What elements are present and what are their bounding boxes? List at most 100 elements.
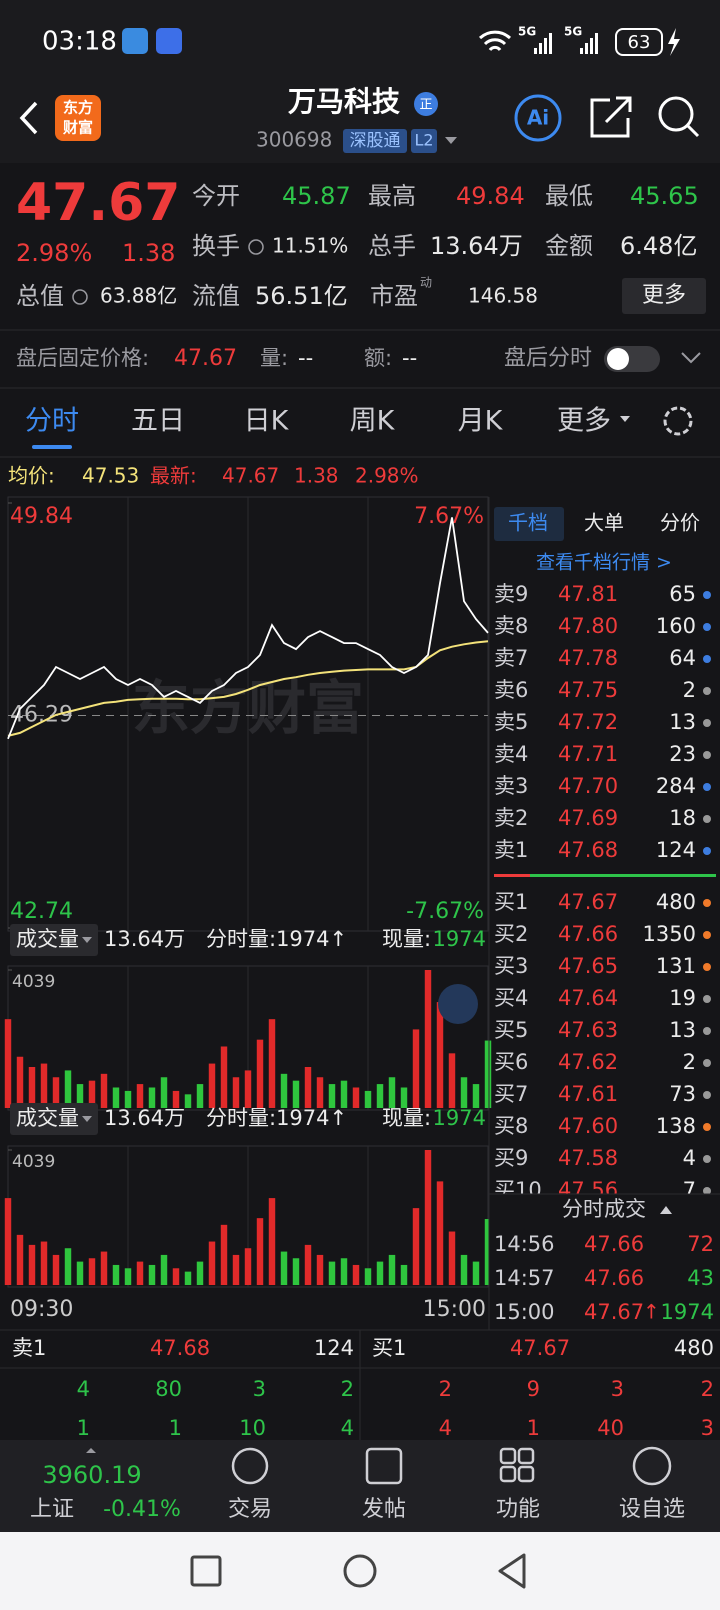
volume-bar	[40, 1241, 48, 1285]
selector-bg	[10, 924, 98, 956]
tab-underline	[32, 445, 72, 449]
tab[interactable]: 更多	[557, 406, 611, 437]
time-label: 09:30	[10, 1297, 73, 1322]
ob-label: 卖2	[494, 806, 528, 830]
nav-item[interactable]: 功能	[496, 1497, 540, 1522]
l1-detail: 40	[597, 1416, 624, 1440]
share-button[interactable]	[590, 96, 632, 138]
volume-bar	[184, 1094, 192, 1108]
field-label: 换手	[192, 232, 240, 260]
system-nav-bg	[0, 1532, 720, 1610]
settings-button[interactable]	[663, 406, 693, 436]
volume-bar	[280, 1251, 288, 1285]
toggle-label: 盘后分时	[504, 346, 592, 371]
volume-bar	[364, 1090, 372, 1108]
tab[interactable]: 分时	[25, 406, 79, 437]
watermark: 东方财富	[132, 674, 364, 742]
signal-bar	[544, 38, 547, 54]
volume-bar	[316, 1077, 324, 1108]
volume-bar	[232, 1254, 240, 1285]
volume-bar	[388, 1254, 396, 1285]
wifi-icon	[478, 30, 512, 52]
volume-bar	[184, 1271, 192, 1285]
trade-time: 15:00	[494, 1300, 555, 1324]
avg-label: 均价:	[8, 464, 55, 488]
volume-bar	[16, 1056, 24, 1108]
field-label: 流值	[192, 282, 240, 310]
ob-dot	[703, 899, 711, 907]
field-value: 13.64万	[430, 232, 523, 260]
volume-bar	[400, 1264, 408, 1285]
ob-dot	[703, 1123, 711, 1131]
volume-bar	[124, 1090, 132, 1108]
volume-bar	[292, 1080, 300, 1108]
ai-button[interactable]	[514, 94, 562, 142]
volume-bar	[340, 1258, 348, 1285]
ob-volume: 138	[656, 1114, 696, 1138]
tab[interactable]: 周K	[350, 406, 396, 437]
nav-icon	[231, 1447, 269, 1485]
info-icon	[248, 239, 264, 255]
nav-item[interactable]: 交易	[228, 1497, 272, 1522]
logo	[55, 95, 101, 141]
field-label: 金额	[545, 232, 593, 260]
volume-bar	[148, 1087, 156, 1108]
trade-volume: 43	[687, 1266, 714, 1290]
tab[interactable]: 月K	[458, 406, 504, 437]
ob-label: 卖9	[494, 582, 528, 606]
more-button[interactable]: 更多	[642, 283, 686, 308]
ob-volume: 19	[669, 986, 696, 1010]
volume-bar	[352, 1087, 360, 1108]
ob-link[interactable]: 查看千档行情 >	[536, 552, 672, 574]
ob-dot	[703, 847, 711, 855]
trade-time: 14:57	[494, 1266, 555, 1290]
field-value: 49.84	[456, 182, 525, 210]
network-label: 5G	[564, 25, 582, 39]
field-label: 总值	[16, 282, 64, 310]
fullscreen-button[interactable]	[438, 984, 478, 1024]
ob-tab[interactable]: 千档	[508, 511, 548, 535]
volume-bar	[484, 1040, 492, 1108]
ob-tab[interactable]: 分价	[660, 511, 700, 535]
volume-bar	[64, 1070, 72, 1108]
volume-bar	[40, 1063, 48, 1108]
l1-label: 卖1	[12, 1336, 46, 1360]
ob-tab[interactable]: 大单	[584, 511, 624, 535]
ob-price: 47.72	[558, 710, 618, 734]
back-nav-button[interactable]	[498, 1553, 526, 1589]
volume-bar	[388, 1077, 396, 1108]
last-label: 最新:	[150, 464, 197, 488]
home-button[interactable]	[343, 1554, 377, 1588]
ob-volume: 2	[683, 1050, 696, 1074]
nav-icon	[517, 1465, 535, 1483]
trade-direction: ↑	[643, 1300, 660, 1324]
tab[interactable]: 五日	[131, 406, 185, 437]
volume-selector[interactable]: 成交量	[16, 1106, 79, 1130]
ob-volume: 64	[669, 646, 696, 670]
ob-dot	[703, 1187, 711, 1195]
y-tick-label: 4039	[12, 1152, 55, 1172]
ob-price: 47.80	[558, 614, 618, 638]
field-value: 56.51亿	[255, 282, 348, 310]
search-button[interactable]	[658, 96, 694, 132]
app-icon	[122, 28, 148, 54]
status-time: 03:18	[42, 27, 117, 57]
ob-label: 卖5	[494, 710, 528, 734]
stock-code: 300698	[256, 128, 332, 152]
nav-item[interactable]: 设自选	[619, 1497, 685, 1522]
nav-item[interactable]: 发帖	[362, 1497, 406, 1522]
l1-detail: 3	[611, 1377, 624, 1401]
back-button[interactable]	[19, 101, 38, 135]
change-pct: 2.98%	[16, 239, 92, 267]
index-value: 3960.19	[42, 1461, 141, 1489]
volume-bar	[4, 1198, 12, 1285]
volume-selector[interactable]: 成交量	[16, 927, 79, 951]
tab[interactable]: 日K	[244, 406, 290, 437]
ob-label: 卖3	[494, 774, 528, 798]
price-line	[7, 517, 489, 740]
ob-volume: 124	[656, 838, 696, 862]
volume-bar	[88, 1258, 96, 1285]
ob-label: 买7	[494, 1082, 528, 1106]
ob-label: 买8	[494, 1114, 528, 1138]
ob-price: 47.70	[558, 774, 618, 798]
